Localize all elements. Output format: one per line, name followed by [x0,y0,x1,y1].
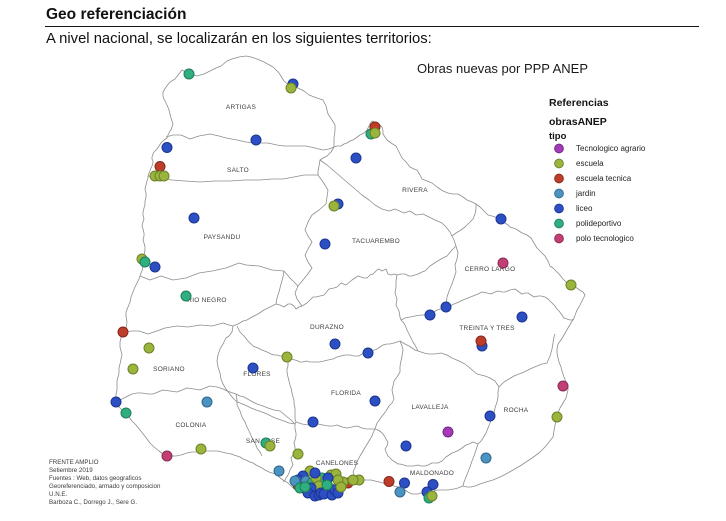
svg-text:RIO NEGRO: RIO NEGRO [187,297,226,304]
svg-text:polideportivo: polideportivo [576,219,622,228]
svg-text:ARTIGAS: ARTIGAS [226,104,257,111]
svg-text:liceo: liceo [576,204,593,213]
svg-text:escuela: escuela [576,159,604,168]
svg-text:PAYSANDU: PAYSANDU [204,234,241,241]
svg-text:Referencias: Referencias [549,97,609,109]
svg-text:CERRO LARGO: CERRO LARGO [465,266,516,273]
svg-text:FLORES: FLORES [243,371,271,378]
svg-text:obrasANEP: obrasANEP [549,116,607,128]
svg-text:CANELONES: CANELONES [316,460,359,467]
svg-text:SORIANO: SORIANO [153,366,185,373]
svg-text:polo tecnologico: polo tecnologico [576,234,634,243]
svg-text:COLONIA: COLONIA [175,422,206,429]
svg-text:RIVERA: RIVERA [402,187,428,194]
svg-text:MALDONADO: MALDONADO [410,470,454,477]
svg-text:LAVALLEJA: LAVALLEJA [411,404,448,411]
svg-text:TACUAREMBO: TACUAREMBO [352,238,400,245]
svg-text:SALTO: SALTO [227,167,249,174]
svg-text:jardin: jardin [575,189,596,198]
svg-text:tipo: tipo [549,131,567,142]
svg-text:DURAZNO: DURAZNO [310,324,344,331]
svg-text:TREINTA Y TRES: TREINTA Y TRES [459,325,515,332]
svg-text:ROCHA: ROCHA [504,407,529,414]
svg-text:Tecnologico agrario: Tecnologico agrario [576,144,646,153]
svg-text:escuela tecnica: escuela tecnica [576,174,632,183]
svg-text:FLORIDA: FLORIDA [331,390,361,397]
